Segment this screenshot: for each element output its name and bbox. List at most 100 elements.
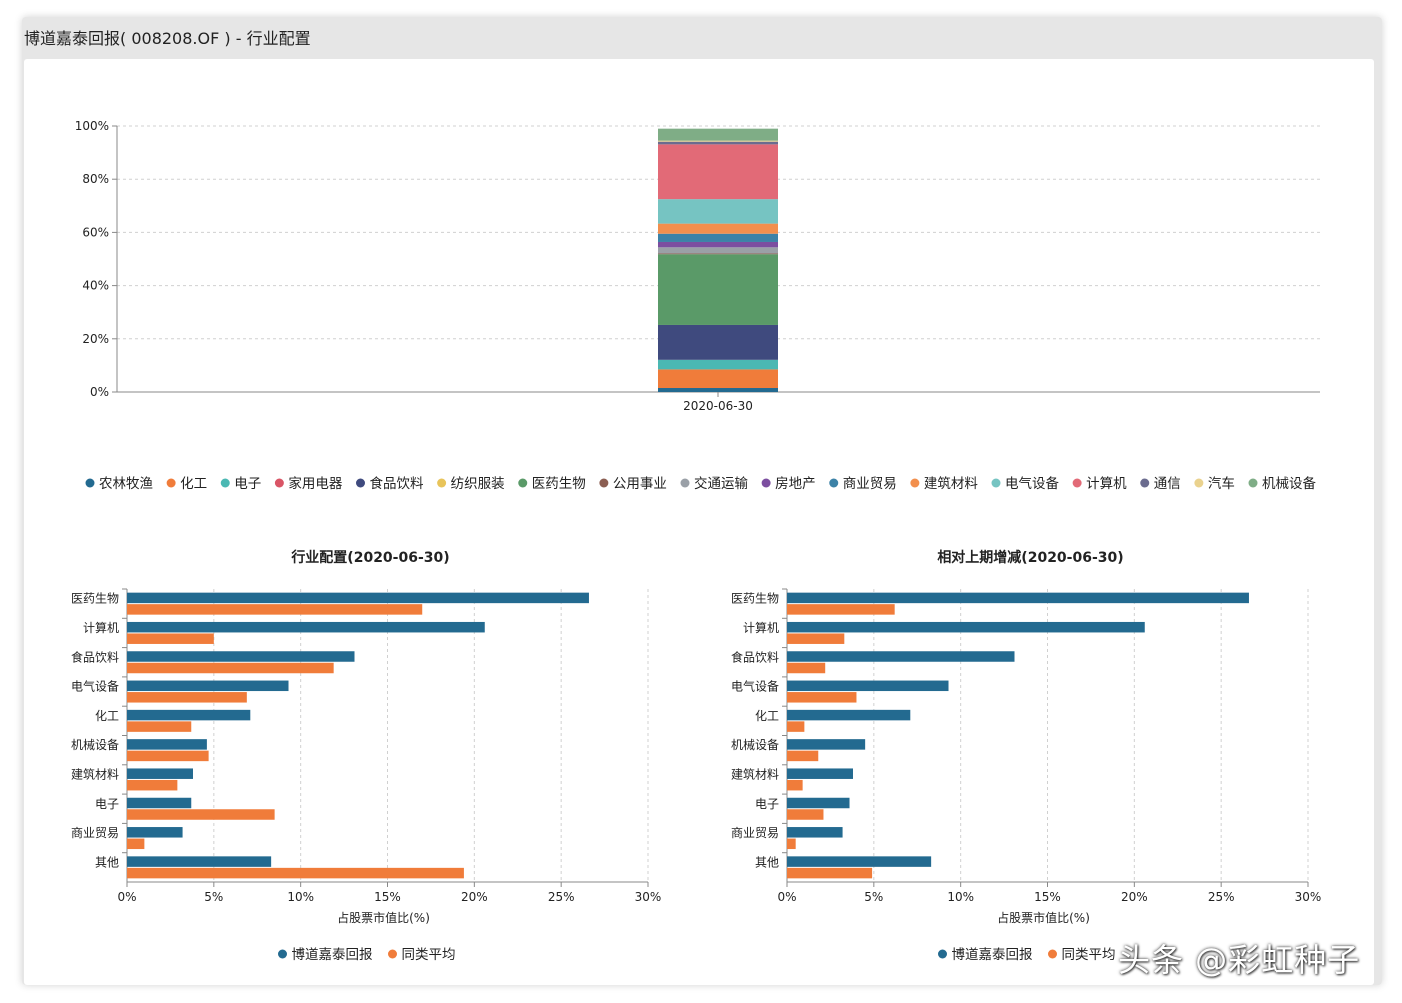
stack-segment-0 bbox=[658, 388, 778, 392]
window-title: 博道嘉泰回报( 008208.OF ) - 行业配置 bbox=[24, 29, 311, 48]
bar-fund-9 bbox=[787, 856, 932, 867]
stack-segment-11 bbox=[658, 223, 778, 234]
legend-marker bbox=[680, 478, 690, 488]
legend-marker bbox=[1194, 478, 1204, 488]
x-tick-label: 25% bbox=[1208, 890, 1235, 904]
legend-item-12[interactable]: 电气设备 bbox=[991, 475, 1060, 492]
y-tick-label: 食品饮料 bbox=[731, 649, 779, 664]
y-tick-label: 商业贸易 bbox=[731, 825, 779, 840]
legend-label: 通信 bbox=[1154, 476, 1181, 492]
y-tick-label: 20% bbox=[82, 332, 109, 346]
legend-item-2[interactable]: 电子 bbox=[220, 476, 262, 492]
bar-peer-5 bbox=[787, 750, 819, 762]
stack-segment-13 bbox=[658, 144, 778, 200]
legend-label: 同类平均 bbox=[402, 947, 456, 963]
x-tick-label: 0% bbox=[777, 890, 796, 904]
bar-peer-7 bbox=[787, 809, 824, 820]
bar-fund-4 bbox=[127, 709, 251, 721]
y-tick-label: 建筑材料 bbox=[71, 766, 119, 781]
y-tick-label: 电子 bbox=[755, 797, 779, 811]
legend-item-6[interactable]: 医药生物 bbox=[518, 476, 586, 492]
legend-item-7[interactable]: 公用事业 bbox=[599, 476, 667, 492]
legend-marker bbox=[829, 478, 839, 488]
bar-fund-2 bbox=[787, 651, 1015, 662]
legend-item-8[interactable]: 交通运输 bbox=[680, 475, 749, 492]
legend-marker bbox=[938, 949, 947, 959]
bar-fund-9 bbox=[127, 856, 272, 867]
bar-fund-5 bbox=[787, 739, 866, 750]
legend-marker bbox=[388, 949, 397, 959]
x-tick-label: 30% bbox=[1295, 890, 1322, 904]
legend-item-9[interactable]: 房地产 bbox=[761, 476, 816, 492]
legend-label: 机械设备 bbox=[1262, 475, 1316, 492]
x-tick-label: 15% bbox=[374, 890, 401, 904]
bar-peer-3 bbox=[787, 692, 857, 703]
legend-marker bbox=[220, 478, 230, 488]
stack-segment-16 bbox=[658, 128, 778, 141]
bar-peer-4 bbox=[787, 721, 805, 732]
bar-peer-9 bbox=[787, 867, 873, 879]
bar-fund-2 bbox=[127, 651, 355, 662]
legend-label: 化工 bbox=[180, 476, 207, 492]
bar-peer-0 bbox=[127, 604, 423, 615]
y-tick-label: 其他 bbox=[755, 855, 779, 869]
left-chart-legend-peer[interactable]: 同类平均 bbox=[388, 947, 456, 963]
x-tick-label: 30% bbox=[635, 890, 662, 904]
right-chart-legend-fund[interactable]: 博道嘉泰回报 bbox=[938, 946, 1033, 963]
legend-item-0[interactable]: 农林牧渔 bbox=[85, 476, 154, 492]
bar-peer-8 bbox=[787, 838, 796, 850]
y-tick-label: 食品饮料 bbox=[71, 649, 119, 664]
bar-fund-6 bbox=[787, 768, 853, 779]
legend-label: 农林牧渔 bbox=[99, 476, 153, 492]
legend-marker bbox=[761, 478, 771, 488]
bar-fund-1 bbox=[127, 621, 485, 633]
stacked-chart-legend[interactable]: 农林牧渔 化工 电子 家用电器 食品饮料 纺织服装 医药生物 公用事业 交通运输 房地产 商业贸易 建… bbox=[85, 475, 1317, 492]
legend-marker bbox=[1140, 478, 1150, 488]
stack-segment-6 bbox=[658, 254, 778, 325]
right-chart-xlabel: 占股票市值比(%) bbox=[997, 910, 1090, 925]
bar-fund-6 bbox=[127, 768, 193, 779]
stack-segment-2 bbox=[658, 359, 778, 370]
stack-segment-4 bbox=[658, 324, 778, 360]
legend-marker bbox=[1248, 478, 1258, 488]
bar-peer-2 bbox=[127, 662, 334, 674]
x-tick-label: 25% bbox=[548, 890, 575, 904]
y-tick-label: 0% bbox=[90, 385, 109, 399]
legend-item-4[interactable]: 食品饮料 bbox=[356, 475, 424, 492]
legend-item-5[interactable]: 纺织服装 bbox=[437, 476, 505, 492]
left-chart-title: 行业配置(2020-06-30) bbox=[290, 549, 449, 566]
x-tick-label: 2020-06-30 bbox=[683, 399, 753, 413]
y-tick-label: 医药生物 bbox=[71, 592, 119, 606]
y-tick-label: 机械设备 bbox=[71, 737, 119, 752]
legend-item-11[interactable]: 建筑材料 bbox=[910, 476, 978, 492]
bar-fund-7 bbox=[787, 797, 850, 809]
legend-label: 博道嘉泰回报 bbox=[292, 946, 373, 963]
legend-marker bbox=[437, 478, 447, 488]
legend-label: 医药生物 bbox=[532, 476, 586, 492]
left-chart-xlabel: 占股票市值比(%) bbox=[337, 910, 430, 925]
stack-segment-7 bbox=[658, 253, 778, 255]
stack-segment-8 bbox=[658, 247, 778, 254]
legend-item-14[interactable]: 通信 bbox=[1140, 476, 1181, 492]
legend-label: 食品饮料 bbox=[370, 475, 424, 492]
legend-item-3[interactable]: 家用电器 bbox=[274, 475, 343, 492]
bar-fund-1 bbox=[787, 621, 1145, 633]
bar-fund-5 bbox=[127, 739, 207, 750]
bar-peer-1 bbox=[127, 633, 214, 644]
bar-fund-0 bbox=[787, 592, 1249, 604]
bar-peer-2 bbox=[787, 662, 826, 674]
bar-peer-8 bbox=[127, 838, 145, 850]
left-chart-legend-fund[interactable]: 博道嘉泰回报 bbox=[278, 946, 373, 963]
legend-item-1[interactable]: 化工 bbox=[166, 476, 208, 492]
legend-item-15[interactable]: 汽车 bbox=[1194, 475, 1235, 492]
legend-item-13[interactable]: 计算机 bbox=[1072, 476, 1128, 492]
legend-item-16[interactable]: 机械设备 bbox=[1248, 475, 1317, 492]
y-tick-label: 化工 bbox=[95, 709, 119, 723]
bar-fund-8 bbox=[127, 827, 183, 838]
watermark-text: 头条 @彩虹种子 bbox=[1118, 941, 1361, 979]
legend-item-10[interactable]: 商业贸易 bbox=[829, 476, 897, 492]
title-bar: 博道嘉泰回报( 008208.OF ) - 行业配置 bbox=[22, 17, 1382, 57]
right-chart-legend-peer[interactable]: 同类平均 bbox=[1048, 947, 1116, 963]
legend-marker bbox=[85, 478, 95, 488]
legend-label: 房地产 bbox=[775, 476, 816, 492]
